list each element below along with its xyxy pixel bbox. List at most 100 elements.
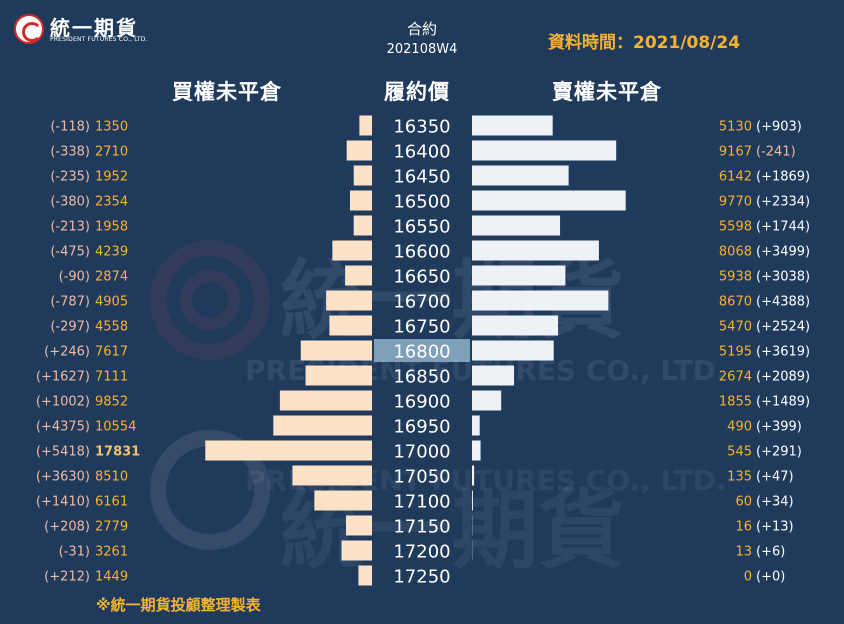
contract-label: 合約 [406, 20, 437, 38]
put-change-label: (+2524) [756, 320, 810, 335]
call-change-label: (+246) [44, 345, 90, 360]
put-bar [472, 115, 553, 136]
put-value-label: 0 [744, 570, 752, 585]
put-change-label: (-241) [756, 145, 796, 160]
strike-label: 16800 [393, 342, 450, 363]
call-change-label: (-380) [50, 195, 90, 210]
call-bar [359, 115, 372, 136]
put-value-label: 6142 [719, 170, 752, 185]
call-value-label: 1449 [95, 570, 128, 585]
put-bar [472, 390, 502, 411]
put-bar [472, 190, 626, 211]
call-value-label: 2354 [95, 195, 128, 210]
call-bar [349, 190, 372, 211]
call-bar [358, 565, 372, 586]
logo-mark-icon [14, 14, 44, 44]
strike-label: 16950 [393, 417, 450, 438]
call-change-label: (+1627) [36, 370, 90, 385]
put-value-label: 490 [727, 420, 752, 435]
put-value-label: 1855 [719, 395, 752, 410]
call-value-label: 3261 [95, 545, 128, 560]
call-value-label: 4558 [95, 320, 128, 335]
call-change-label: (-213) [50, 220, 90, 235]
call-change-label: (-475) [50, 245, 90, 260]
put-change-label: (+0) [756, 570, 785, 585]
put-bar [472, 215, 561, 236]
put-bar [472, 265, 566, 286]
put-value-label: 5195 [719, 345, 752, 360]
strike-label: 17050 [393, 467, 450, 488]
put-bar [472, 165, 569, 186]
put-change-label: (+2334) [756, 195, 810, 210]
call-change-label: (+3630) [36, 470, 90, 485]
put-change-label: (+2089) [756, 370, 810, 385]
strike-label: 16900 [393, 392, 450, 413]
put-change-label: (+3499) [756, 245, 810, 260]
put-change-label: (+4388) [756, 295, 810, 310]
put-value-label: 9770 [719, 195, 752, 210]
put-bar [472, 465, 475, 486]
company-logo: 統一期貨 PRESIDENT FUTURES CO., LTD. [14, 12, 154, 46]
strike-highlight [374, 339, 470, 362]
call-bar [300, 340, 372, 361]
put-value-label: 16 [735, 520, 752, 535]
put-value-label: 135 [727, 470, 752, 485]
call-bar [346, 140, 372, 161]
strike-label: 16550 [393, 217, 450, 238]
contract-week: 202108W4 [386, 42, 458, 57]
call-value-label: 1350 [95, 120, 128, 135]
put-value-label: 60 [735, 495, 752, 510]
put-value-label: 2674 [719, 370, 752, 385]
logo-text: 統一期貨 [50, 16, 138, 40]
footnote: ※統一期貨投顧整理製表 [96, 596, 261, 614]
call-change-label: (-235) [50, 170, 90, 185]
put-change-label: (+3619) [756, 345, 810, 360]
call-value-label: 9852 [95, 395, 128, 410]
put-change-label: (+3038) [756, 270, 810, 285]
call-change-label: (+4375) [36, 420, 90, 435]
call-bar [273, 415, 372, 436]
strike-label: 16850 [393, 367, 450, 388]
strike-label: 17200 [393, 542, 450, 563]
put-change-label: (+6) [756, 545, 785, 560]
call-bar [305, 365, 372, 386]
call-change-label: (+212) [44, 570, 90, 585]
strike-label: 16700 [393, 292, 450, 313]
strike-column-header: 履約價 [384, 80, 450, 104]
call-value-label: 8510 [95, 470, 128, 485]
strike-label: 17250 [393, 567, 450, 588]
call-bar [326, 290, 372, 311]
call-bar [332, 240, 372, 261]
call-value-label: 2779 [95, 520, 128, 535]
call-change-label: (-31) [59, 545, 90, 560]
put-change-label: (+399) [756, 420, 802, 435]
put-value-label: 5598 [719, 220, 752, 235]
call-value-label: 2874 [95, 270, 128, 285]
put-change-label: (+291) [756, 445, 802, 460]
strike-label: 16450 [393, 167, 450, 188]
call-value-label: 6161 [95, 495, 128, 510]
put-bar [472, 240, 599, 261]
call-change-label: (+1002) [36, 395, 90, 410]
call-value-label: 4239 [95, 245, 128, 260]
call-value-label: 4905 [95, 295, 128, 310]
data-time: 資料時間：2021/08/24 [548, 33, 741, 53]
put-change-label: (+34) [756, 495, 794, 510]
put-change-label: (+1489) [756, 395, 810, 410]
put-change-label: (+47) [756, 470, 794, 485]
put-bar [472, 315, 559, 336]
put-value-label: 9167 [719, 145, 752, 160]
call-bar [279, 390, 372, 411]
put-change-label: (+13) [756, 520, 794, 535]
call-bar [292, 465, 372, 486]
strike-label: 16400 [393, 142, 450, 163]
call-bar [353, 165, 372, 186]
put-value-label: 8068 [719, 245, 752, 260]
call-value-label: 7617 [95, 345, 128, 360]
call-bar [345, 265, 372, 286]
call-change-label: (+208) [44, 520, 90, 535]
call-change-label: (+5418) [36, 445, 90, 460]
strike-label: 16650 [393, 267, 450, 288]
